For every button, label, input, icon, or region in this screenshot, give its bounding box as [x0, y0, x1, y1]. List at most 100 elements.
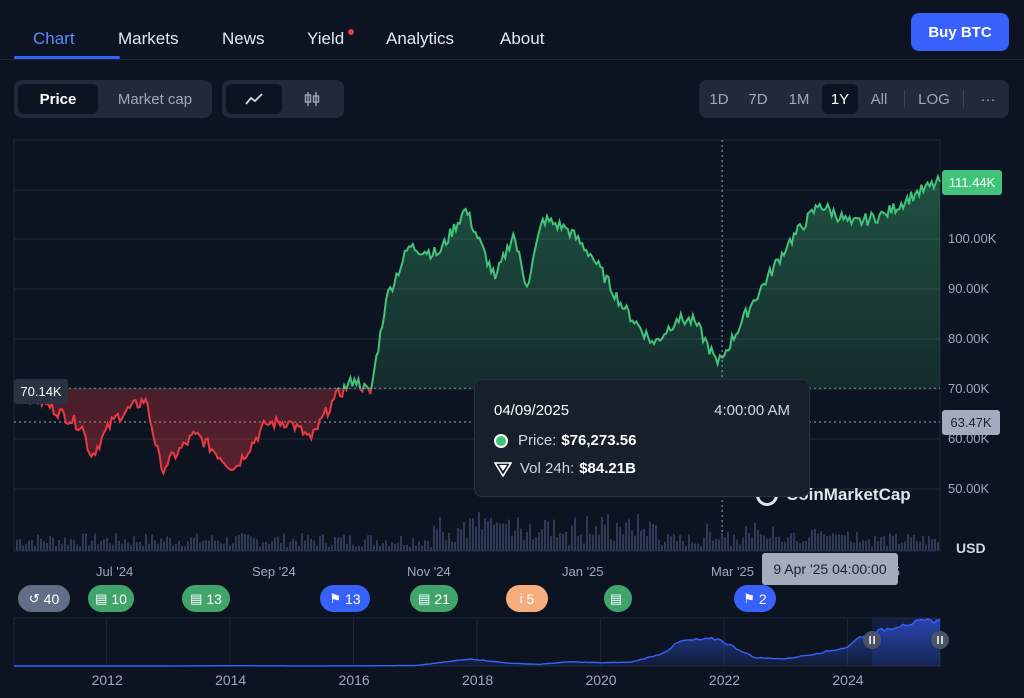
- x-tick-label: Nov '24: [407, 564, 451, 579]
- volume-bar: [271, 541, 273, 551]
- volume-bar: [592, 534, 594, 551]
- volume-bar: [799, 543, 801, 551]
- volume-bar: [607, 514, 609, 551]
- volume-bar: [907, 534, 909, 551]
- overview-year-label: 2012: [91, 672, 123, 688]
- volume-bar: [739, 544, 741, 551]
- volume-bar: [454, 542, 456, 551]
- candlestick-chart-icon[interactable]: [284, 84, 340, 114]
- volume-bar: [856, 531, 858, 551]
- volume-bar: [196, 533, 198, 551]
- flag-icon: ⚑: [743, 590, 755, 606]
- active-tab-indicator: [14, 56, 120, 59]
- volume-bar: [250, 536, 252, 551]
- volume-bar: [322, 534, 324, 551]
- volume-bar: [208, 540, 210, 551]
- volume-bar: [136, 542, 138, 551]
- volume-bar: [223, 543, 225, 551]
- market-cap-toggle[interactable]: Market cap: [117, 90, 193, 108]
- range-all-button[interactable]: All: [870, 90, 888, 108]
- volume-bar: [922, 535, 924, 551]
- price-toggle[interactable]: Price: [18, 84, 98, 114]
- range-handle-icon[interactable]: [863, 631, 882, 649]
- x-tick-label: Mar '25: [711, 564, 754, 579]
- tab-news[interactable]: News: [222, 29, 265, 48]
- line-chart-icon[interactable]: [226, 84, 282, 114]
- log-scale-button[interactable]: LOG: [918, 90, 950, 108]
- volume-bar: [616, 522, 618, 551]
- event-badge[interactable]: ▤ 21: [410, 585, 458, 612]
- volume-bar: [103, 539, 105, 551]
- overview-selection[interactable]: [872, 618, 940, 666]
- volume-bar: [679, 534, 681, 551]
- volume-bar: [757, 529, 759, 551]
- event-badge[interactable]: ▤: [604, 585, 632, 612]
- volume-bar: [835, 535, 837, 551]
- y-tick-label: 50.00K: [948, 481, 990, 496]
- volume-bar: [742, 537, 744, 551]
- event-badge[interactable]: ⚑ 2: [734, 585, 776, 612]
- volume-bar: [19, 539, 21, 551]
- volume-bar: [394, 543, 396, 551]
- volume-bar: [145, 534, 147, 551]
- tab-analytics[interactable]: Analytics: [386, 29, 455, 48]
- tab-chart[interactable]: Chart: [33, 29, 75, 48]
- volume-bar: [814, 529, 816, 551]
- volume-bar: [727, 531, 729, 551]
- volume-bar: [421, 545, 423, 551]
- volume-bar: [160, 538, 162, 551]
- document-icon: ▤: [190, 590, 203, 606]
- tab-yield[interactable]: Yield: [307, 29, 345, 48]
- volume-bar: [97, 544, 99, 551]
- volume-bar: [82, 533, 84, 551]
- volume-bar: [412, 538, 414, 551]
- volume-bar: [190, 537, 192, 551]
- event-badge[interactable]: ↺ 40: [18, 585, 70, 612]
- y-tick-label: 70.00K: [948, 381, 990, 396]
- volume-bar: [31, 539, 33, 551]
- overview-year-label: 2018: [462, 672, 494, 688]
- range-1m-button[interactable]: 1M: [788, 90, 810, 108]
- volume-bar: [460, 528, 462, 551]
- volume-bar: [901, 542, 903, 551]
- volume-bar: [361, 546, 363, 551]
- overview-year-label: 2022: [708, 672, 741, 688]
- volume-bar: [511, 535, 513, 551]
- tab-about[interactable]: About: [500, 29, 545, 48]
- volume-bar: [25, 543, 27, 551]
- volume-bar: [595, 526, 597, 551]
- volume-bar: [523, 539, 525, 551]
- range-1y-button[interactable]: 1Y: [822, 84, 858, 114]
- buy-btc-button[interactable]: Buy BTC: [911, 13, 1009, 51]
- event-badge[interactable]: ▤ 10: [88, 585, 134, 612]
- volume-bar: [625, 522, 627, 551]
- volume-bar: [847, 531, 849, 551]
- volume-bar: [730, 545, 732, 551]
- more-options-button[interactable]: ···: [980, 90, 996, 108]
- volume-bar: [838, 534, 840, 551]
- volume-bar: [484, 518, 486, 551]
- volume-bar: [130, 544, 132, 551]
- volume-bar: [589, 533, 591, 551]
- volume-bar: [877, 540, 879, 551]
- volume-bar: [424, 540, 426, 551]
- volume-bar: [343, 534, 345, 551]
- range-7d-button[interactable]: 7D: [748, 90, 768, 108]
- volume-bar: [796, 541, 798, 551]
- volume-bar: [415, 545, 417, 551]
- volume-bar: [784, 541, 786, 551]
- event-badge[interactable]: ▤ 13: [182, 585, 230, 612]
- volume-bar: [904, 541, 906, 551]
- x-tick-label: Jan '25: [562, 564, 604, 579]
- volume-bar: [124, 539, 126, 551]
- volume-bar: [559, 533, 561, 551]
- range-handle-icon[interactable]: [931, 631, 949, 649]
- range-1d-button[interactable]: 1D: [709, 90, 729, 108]
- volume-bar: [766, 538, 768, 551]
- event-badge[interactable]: ⚑ 13: [320, 585, 370, 612]
- x-tick-label: Sep '24: [252, 564, 296, 579]
- tab-markets[interactable]: Markets: [118, 29, 179, 48]
